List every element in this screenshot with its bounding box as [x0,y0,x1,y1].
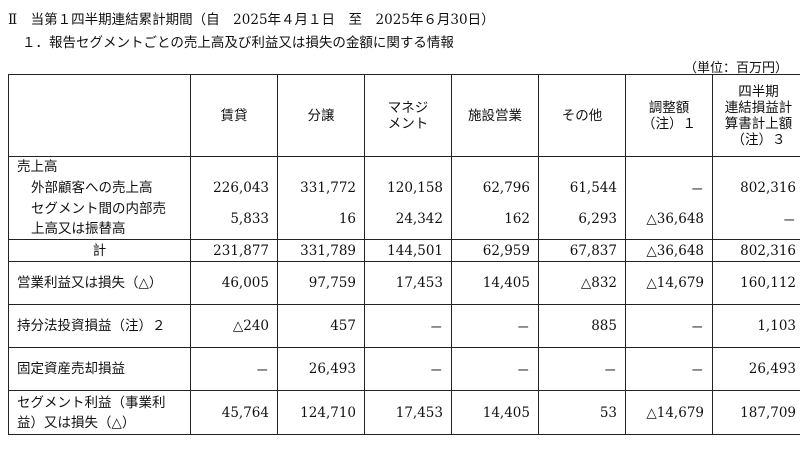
table-cell-value: 45,764 [190,390,278,435]
table-row: セグメント利益（事業利 益）又は損失（△） 45,764 124,710 17,45… [8,390,800,435]
table-cell-value: 61,544 [538,177,626,199]
table-cell-value: 331,772 [277,177,365,199]
table-cell-value: △14,679 [625,390,713,435]
table-cell-value: 1,103 [712,304,800,348]
table-row: 売上高 [8,156,800,177]
table-cell-value: 226,043 [190,177,278,199]
table-cell-value: 53 [538,390,626,435]
table-cell-value: 26,493 [712,347,800,391]
header-cell: その他 [538,74,626,157]
table-cell-value: △832 [538,261,626,305]
table-cell-value: 67,837 [538,239,626,262]
table-cell-value: 457 [277,304,365,348]
table-cell-value: 160,112 [712,261,800,305]
table-cell-value: － [625,177,713,199]
header-cell: マネジ メント [364,74,452,157]
table-cell-value: 62,796 [451,177,539,199]
table-cell-value: － [625,304,713,348]
table-row: セグメント間の内部売 上高又は振替高 5,833 16 24,342 162 6,293… [8,199,800,240]
segment-table: 賃貸 分譲 マネジ メント 施設営業 その他 調整額 （注）１ 四半期 連結損益計 算書… [8,74,800,435]
table-cell-value: 97,759 [277,261,365,305]
table-row: 営業利益又は損失（△） 46,005 97,759 17,453 14,405 △832… [8,261,800,305]
unit-label: （単位：百万円） [683,61,788,76]
table-cell-value: 62,959 [451,239,539,262]
table-cell-value: 14,405 [451,261,539,305]
row-label: 外部顧客への売上高 [8,177,191,199]
table-cell-value: － [364,347,452,391]
row-label: 持分法投資損益（注）２ [8,304,191,348]
table-row: 固定資産売却損益 － 26,493 －－－－ 26,493 [8,347,800,391]
table-cell-value: 46,005 [190,261,278,305]
table-cell-value: － [712,199,800,240]
header-cell: 施設営業 [451,74,539,157]
table-cell-value: 120,158 [364,177,452,199]
table-cell-value: △240 [190,304,278,348]
section-subtitle: １．報告セグメントごとの売上高及び利益又は損失の金額に関する情報 [22,35,454,51]
header-cell: 調整額 （注）１ [625,74,713,157]
table-cell-value: 24,342 [364,199,452,240]
table-cell-value: － [190,347,278,391]
table-cell-value: 802,316 [712,177,800,199]
table-cell-value: △36,648 [625,239,713,262]
table-cell-value: 17,453 [364,390,452,435]
table-cell-value: － [451,347,539,391]
table-row: 持分法投資損益（注）２ △240 457 －－ 885 － 1,103 [8,304,800,348]
header-cell: 四半期 連結損益計 算書計上額 （注）３ [712,74,800,157]
table-cell-value: － [625,347,713,391]
section-title: Ⅱ 当第１四半期連結累計期間（自 2025年４月１日 至 2025年６月30日） [8,12,495,28]
header-cell: 分譲 [277,74,365,157]
table-cell-value: 17,453 [364,261,452,305]
row-label: 計 [8,239,191,262]
table-cell-value: 885 [538,304,626,348]
table-cell-value: 26,493 [277,347,365,391]
row-label: セグメント間の内部売 上高又は振替高 [8,199,191,240]
table-cell-value: 6,293 [538,199,626,240]
table-cell-value: △36,648 [625,199,713,240]
table-cell-value: 5,833 [190,199,278,240]
table-header-row: 賃貸 分譲 マネジ メント 施設営業 その他 調整額 （注）１ 四半期 連結損益計 算書… [8,74,800,157]
table-cell-value: 187,709 [712,390,800,435]
table-cell-value: 162 [451,199,539,240]
row-label: 固定資産売却損益 [8,347,191,391]
table-cell-value: 802,316 [712,239,800,262]
table-cell-value: △14,679 [625,261,713,305]
table-cell-value: － [451,304,539,348]
table-cell-value: 14,405 [451,390,539,435]
table-cell-value: 124,710 [277,390,365,435]
row-label: 営業利益又は損失（△） [8,261,191,305]
row-label: セグメント利益（事業利 益）又は損失（△） [8,390,191,435]
table-cell-value: 144,501 [364,239,452,262]
table-cell-value: 331,789 [277,239,365,262]
header-cell-blank [8,74,191,157]
table-row: 計 231,877 331,789 144,501 62,959 67,837 △36,6… [8,239,800,262]
row-label-sales: 売上高 [8,156,191,177]
table-cell-value: － [538,347,626,391]
table-cell-value: 16 [277,199,365,240]
header-cell: 賃貸 [190,74,278,157]
table-cell-value: － [364,304,452,348]
table-cell-value: 231,877 [190,239,278,262]
table-row: 外部顧客への売上高 226,043 331,772 120,158 62,796 61,… [8,177,800,199]
